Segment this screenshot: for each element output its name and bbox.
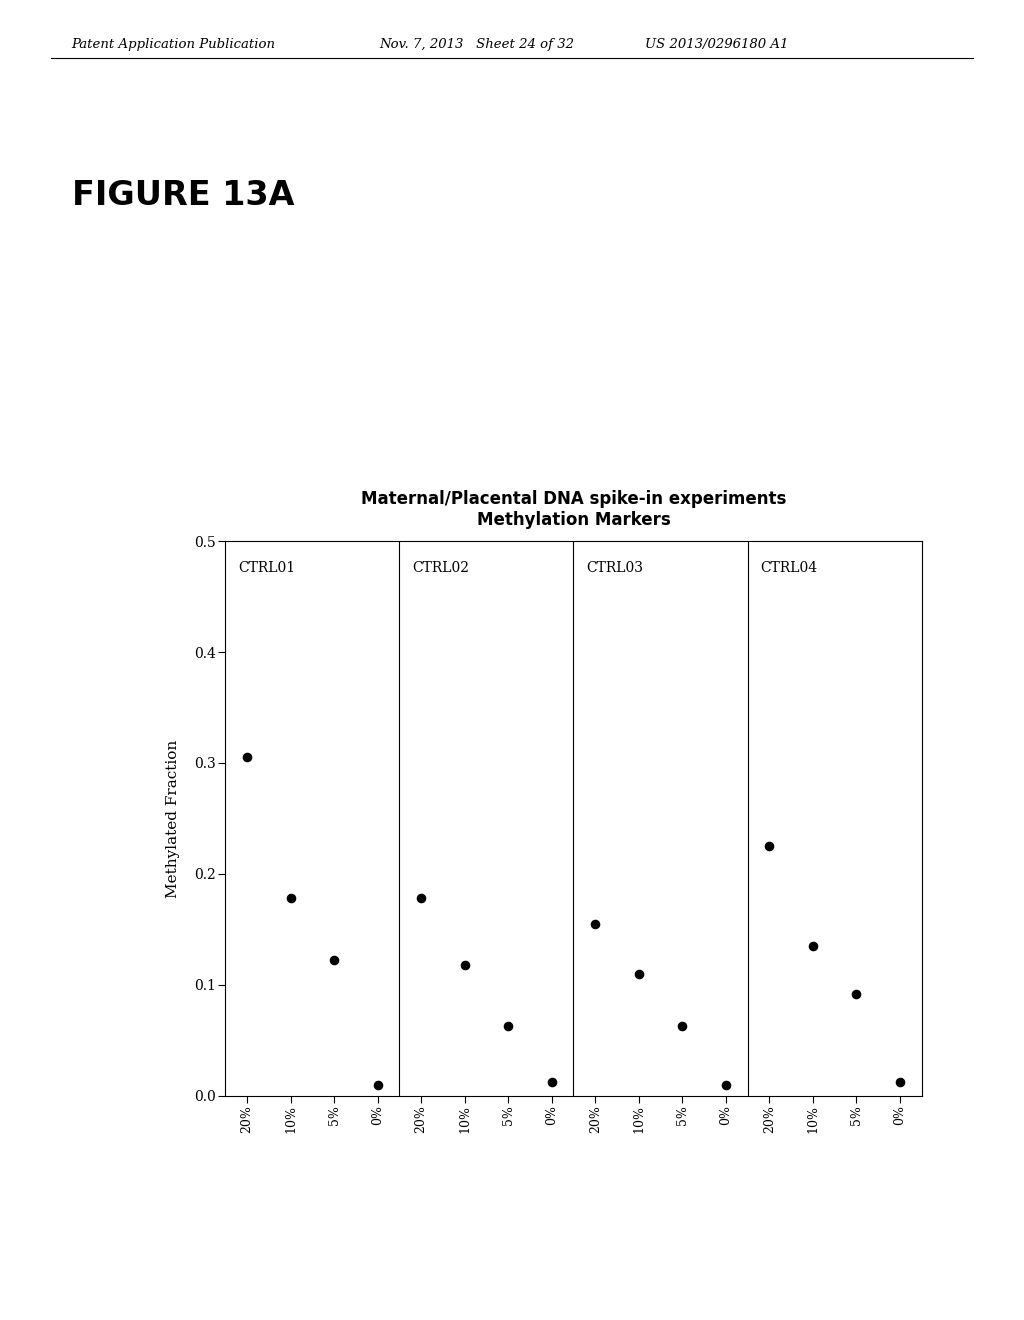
Point [413, 887, 429, 908]
Point [892, 1072, 908, 1093]
Text: FIGURE 13A: FIGURE 13A [72, 178, 294, 211]
Text: US 2013/0296180 A1: US 2013/0296180 A1 [645, 37, 788, 50]
Text: CTRL02: CTRL02 [413, 561, 469, 574]
Point [631, 964, 647, 985]
Y-axis label: Methylated Fraction: Methylated Fraction [166, 739, 180, 898]
Point [239, 747, 255, 768]
Text: CTRL04: CTRL04 [761, 561, 818, 574]
Point [370, 1074, 386, 1096]
Text: CTRL03: CTRL03 [587, 561, 643, 574]
Point [283, 887, 299, 908]
Text: Nov. 7, 2013   Sheet 24 of 32: Nov. 7, 2013 Sheet 24 of 32 [379, 37, 573, 50]
Point [848, 983, 864, 1005]
Point [326, 950, 342, 972]
Point [457, 954, 473, 975]
Point [500, 1015, 516, 1036]
Point [805, 936, 821, 957]
Title: Maternal/Placental DNA spike-in experiments
Methylation Markers: Maternal/Placental DNA spike-in experime… [360, 490, 786, 528]
Text: Patent Application Publication: Patent Application Publication [72, 37, 275, 50]
Point [718, 1074, 734, 1096]
Text: CTRL01: CTRL01 [239, 561, 296, 574]
Point [587, 913, 603, 935]
Point [674, 1015, 690, 1036]
Point [761, 836, 777, 857]
Point [544, 1072, 560, 1093]
